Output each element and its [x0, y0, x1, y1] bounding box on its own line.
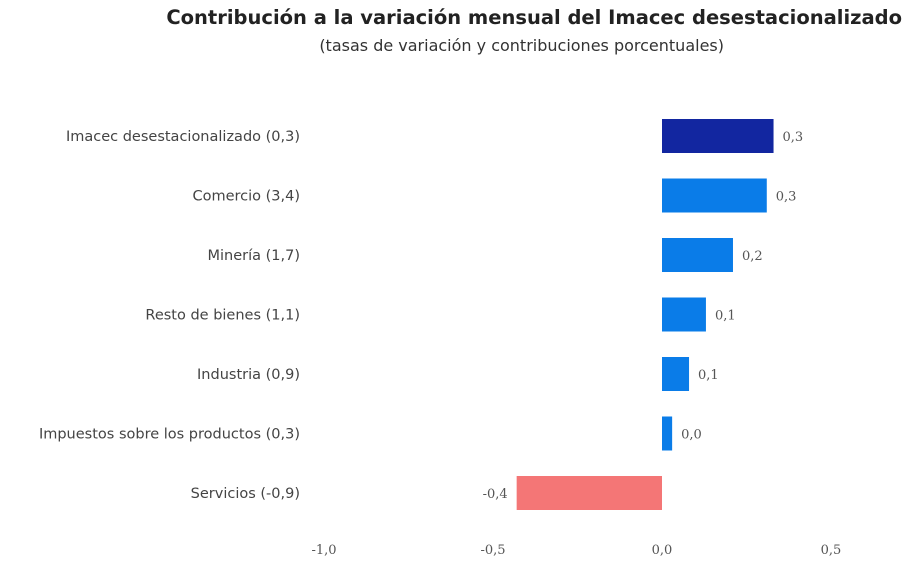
bar [662, 416, 673, 451]
category-label: Servicios (-0,9) [191, 486, 300, 502]
data-label: -0,4 [483, 487, 508, 502]
category-label: Impuestos sobre los productos (0,3) [39, 427, 300, 443]
bar [516, 476, 662, 510]
data-label: 0,0 [681, 428, 702, 443]
x-tick-label: -0,5 [480, 543, 505, 558]
category-label: Industria (0,9) [197, 367, 300, 383]
bar [662, 119, 774, 153]
category-label: Imacec desestacionalizado (0,3) [66, 129, 300, 145]
bar [662, 238, 733, 272]
bar [662, 178, 767, 213]
data-label: 0,2 [742, 249, 763, 264]
x-tick-label: 0,5 [821, 543, 842, 558]
x-tick-label: 0,0 [652, 543, 673, 558]
category-label: Minería (1,7) [207, 248, 300, 264]
bar [662, 297, 706, 332]
data-label: 0,3 [783, 130, 804, 145]
category-label: Comercio (3,4) [192, 189, 300, 205]
data-label: 0,1 [715, 309, 736, 324]
category-label: Resto de bienes (1,1) [145, 308, 300, 324]
chart-subtitle: (tasas de variación y contribuciones por… [319, 36, 724, 55]
bar [662, 357, 690, 391]
chart-title: Contribución a la variación mensual del … [166, 6, 902, 29]
x-tick-label: -1,0 [311, 543, 336, 558]
data-label: 0,1 [698, 368, 719, 383]
data-label: 0,3 [776, 190, 797, 205]
